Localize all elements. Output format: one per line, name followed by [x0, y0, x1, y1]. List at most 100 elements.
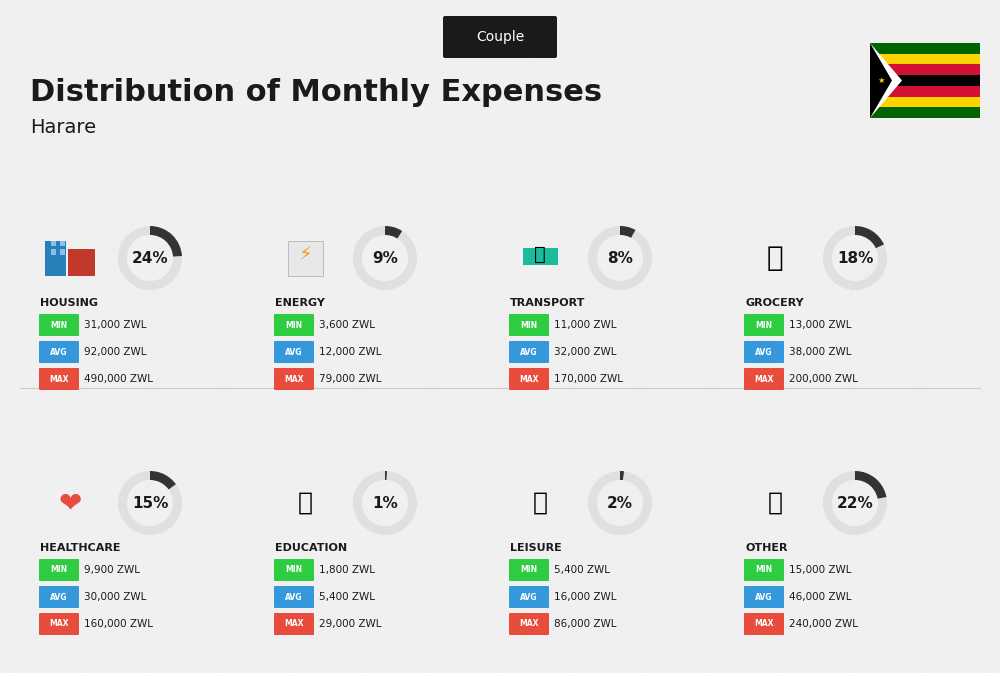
FancyBboxPatch shape [509, 613, 549, 635]
Text: MIN: MIN [50, 565, 68, 575]
Polygon shape [870, 43, 902, 118]
FancyBboxPatch shape [274, 613, 314, 635]
Bar [60, 240, 65, 246]
Wedge shape [620, 471, 624, 480]
Text: 18%: 18% [837, 250, 873, 266]
Text: MAX: MAX [519, 374, 539, 384]
FancyBboxPatch shape [744, 314, 784, 336]
Wedge shape [855, 226, 884, 248]
Text: MIN: MIN [520, 565, 538, 575]
FancyBboxPatch shape [509, 314, 549, 336]
Text: 12,000 ZWL: 12,000 ZWL [319, 347, 382, 357]
Text: ★: ★ [877, 76, 885, 85]
Text: 490,000 ZWL: 490,000 ZWL [84, 374, 153, 384]
Text: OTHER: OTHER [745, 543, 788, 553]
Wedge shape [353, 226, 417, 290]
Text: 170,000 ZWL: 170,000 ZWL [554, 374, 623, 384]
Text: 5,400 ZWL: 5,400 ZWL [319, 592, 375, 602]
Text: Harare: Harare [30, 118, 96, 137]
Text: 16,000 ZWL: 16,000 ZWL [554, 592, 616, 602]
Text: 2%: 2% [607, 495, 633, 511]
FancyBboxPatch shape [443, 16, 557, 58]
Text: Distribution of Monthly Expenses: Distribution of Monthly Expenses [30, 78, 602, 107]
Bar [870, 86, 980, 96]
Text: 240,000 ZWL: 240,000 ZWL [789, 619, 858, 629]
Text: MAX: MAX [754, 620, 774, 629]
Text: 9%: 9% [372, 250, 398, 266]
Wedge shape [620, 226, 635, 238]
Text: MAX: MAX [284, 374, 304, 384]
Text: 46,000 ZWL: 46,000 ZWL [789, 592, 852, 602]
Wedge shape [855, 471, 886, 499]
Text: MIN: MIN [285, 565, 303, 575]
Text: 79,000 ZWL: 79,000 ZWL [319, 374, 382, 384]
Text: 92,000 ZWL: 92,000 ZWL [84, 347, 146, 357]
Text: MAX: MAX [284, 620, 304, 629]
Text: ❤: ❤ [58, 489, 82, 517]
Text: GROCERY: GROCERY [745, 298, 804, 308]
Text: 38,000 ZWL: 38,000 ZWL [789, 347, 852, 357]
Wedge shape [823, 471, 887, 535]
Text: 86,000 ZWL: 86,000 ZWL [554, 619, 616, 629]
Text: EDUCATION: EDUCATION [275, 543, 347, 553]
Text: LEISURE: LEISURE [510, 543, 562, 553]
Text: 11,000 ZWL: 11,000 ZWL [554, 320, 616, 330]
Text: 15,000 ZWL: 15,000 ZWL [789, 565, 852, 575]
FancyBboxPatch shape [744, 341, 784, 363]
Text: MAX: MAX [519, 620, 539, 629]
Text: 🛍: 🛍 [767, 244, 783, 272]
Polygon shape [870, 43, 892, 118]
FancyBboxPatch shape [509, 559, 549, 581]
Text: MAX: MAX [49, 620, 69, 629]
Text: AVG: AVG [50, 592, 68, 602]
Text: MIN: MIN [50, 320, 68, 330]
Text: ENERGY: ENERGY [275, 298, 325, 308]
Text: MAX: MAX [754, 374, 774, 384]
Bar [870, 107, 980, 118]
FancyBboxPatch shape [509, 368, 549, 390]
Text: Couple: Couple [476, 30, 524, 44]
Wedge shape [150, 471, 176, 489]
FancyBboxPatch shape [744, 368, 784, 390]
FancyBboxPatch shape [744, 613, 784, 635]
FancyBboxPatch shape [39, 586, 79, 608]
Bar [870, 43, 980, 54]
Text: 5,400 ZWL: 5,400 ZWL [554, 565, 610, 575]
FancyBboxPatch shape [274, 586, 314, 608]
Text: AVG: AVG [50, 347, 68, 357]
Text: 👛: 👛 [768, 491, 783, 515]
FancyBboxPatch shape [274, 559, 314, 581]
Text: ⚡: ⚡ [298, 245, 312, 264]
Text: 29,000 ZWL: 29,000 ZWL [319, 619, 382, 629]
Text: 🚌: 🚌 [534, 245, 546, 264]
Text: 1,800 ZWL: 1,800 ZWL [319, 565, 375, 575]
Text: 22%: 22% [837, 495, 873, 511]
Bar [68, 249, 94, 275]
Bar [51, 240, 56, 246]
Text: 3,600 ZWL: 3,600 ZWL [319, 320, 375, 330]
Text: 30,000 ZWL: 30,000 ZWL [84, 592, 146, 602]
Wedge shape [385, 226, 402, 238]
Text: AVG: AVG [285, 347, 303, 357]
Text: AVG: AVG [285, 592, 303, 602]
Text: AVG: AVG [755, 347, 773, 357]
Wedge shape [588, 471, 652, 535]
Text: 160,000 ZWL: 160,000 ZWL [84, 619, 153, 629]
Text: 13,000 ZWL: 13,000 ZWL [789, 320, 852, 330]
FancyBboxPatch shape [39, 613, 79, 635]
Text: 1%: 1% [372, 495, 398, 511]
Wedge shape [118, 226, 182, 290]
FancyBboxPatch shape [274, 314, 314, 336]
Text: HEALTHCARE: HEALTHCARE [40, 543, 120, 553]
Bar [51, 249, 56, 254]
Bar [870, 96, 980, 107]
FancyBboxPatch shape [39, 341, 79, 363]
Text: AVG: AVG [755, 592, 773, 602]
Text: 8%: 8% [607, 250, 633, 266]
Text: 🎓: 🎓 [298, 491, 312, 515]
Text: 🛍: 🛍 [532, 491, 548, 515]
Bar [522, 248, 558, 265]
Text: 24%: 24% [132, 250, 168, 266]
FancyBboxPatch shape [744, 586, 784, 608]
FancyBboxPatch shape [39, 559, 79, 581]
